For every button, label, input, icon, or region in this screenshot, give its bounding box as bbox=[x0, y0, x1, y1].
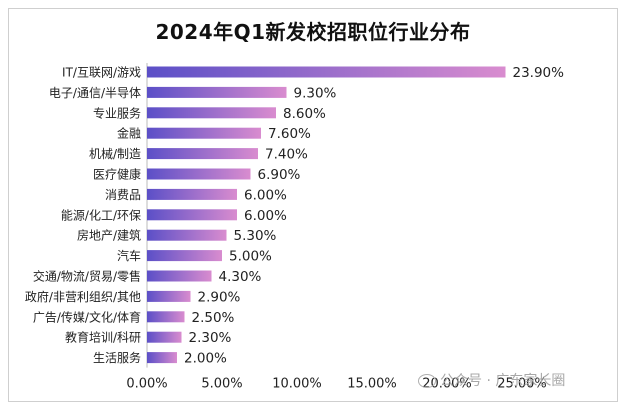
value-label: 2.00% bbox=[184, 351, 227, 367]
bar bbox=[147, 250, 222, 262]
bar bbox=[147, 148, 258, 160]
value-label: 23.90% bbox=[513, 65, 565, 81]
bar bbox=[147, 229, 227, 241]
category-label: 房地产/建筑 bbox=[77, 228, 141, 243]
value-label: 4.30% bbox=[219, 269, 262, 285]
bar bbox=[147, 188, 237, 200]
bar bbox=[147, 290, 191, 302]
value-label: 7.40% bbox=[265, 147, 308, 163]
watermark: 公众号 · 广东家长圈 bbox=[418, 370, 565, 390]
category-label: 广告/传媒/文化/体育 bbox=[33, 309, 141, 324]
category-label: 专业服务 bbox=[93, 105, 141, 120]
value-label: 2.90% bbox=[198, 289, 241, 305]
category-label: 电子/通信/半导体 bbox=[49, 86, 141, 100]
bar bbox=[147, 107, 276, 119]
value-label: 5.30% bbox=[234, 228, 277, 244]
bar bbox=[147, 209, 237, 221]
x-tick-label: 0.00% bbox=[126, 377, 167, 392]
category-label: 汽车 bbox=[117, 248, 141, 263]
chart-title: 2024年Q1新发校招职位行业分布 bbox=[155, 20, 471, 44]
value-label: 6.90% bbox=[258, 167, 301, 183]
bar bbox=[147, 270, 212, 282]
bar bbox=[147, 311, 185, 323]
category-label: 政府/非营利组织/其他 bbox=[25, 289, 141, 304]
category-label: 生活服务 bbox=[93, 350, 141, 365]
wechat-icon bbox=[418, 374, 436, 388]
x-tick-label: 25.00% bbox=[497, 377, 547, 392]
bar bbox=[147, 66, 506, 78]
value-label: 2.50% bbox=[192, 310, 235, 326]
bar bbox=[147, 86, 287, 98]
bar bbox=[147, 168, 251, 180]
category-label: 教育培训/科研 bbox=[65, 330, 141, 345]
value-label: 8.60% bbox=[283, 106, 326, 122]
watermark-text: 公众号 · 广东家长圈 bbox=[440, 373, 566, 389]
category-label: 能源/化工/环保 bbox=[61, 208, 141, 222]
bar bbox=[147, 352, 177, 364]
value-label: 5.00% bbox=[229, 249, 272, 265]
value-label: 2.30% bbox=[189, 330, 232, 346]
value-label: 6.00% bbox=[244, 208, 287, 224]
category-label: 金融 bbox=[117, 126, 141, 141]
x-tick-label: 10.00% bbox=[272, 377, 322, 392]
value-label: 9.30% bbox=[294, 85, 337, 101]
value-label: 6.00% bbox=[244, 187, 287, 203]
bar bbox=[147, 127, 261, 139]
value-label: 7.60% bbox=[268, 126, 311, 142]
x-tick-label: 15.00% bbox=[347, 377, 397, 392]
category-label: IT/互联网/游戏 bbox=[62, 66, 141, 80]
category-label: 机械/制造 bbox=[89, 146, 141, 161]
x-tick-label: 5.00% bbox=[201, 377, 242, 392]
category-label: 医疗健康 bbox=[93, 167, 141, 182]
bar bbox=[147, 331, 182, 343]
category-label: 交通/物流/贸易/零售 bbox=[33, 269, 141, 284]
category-label: 消费品 bbox=[105, 188, 141, 202]
